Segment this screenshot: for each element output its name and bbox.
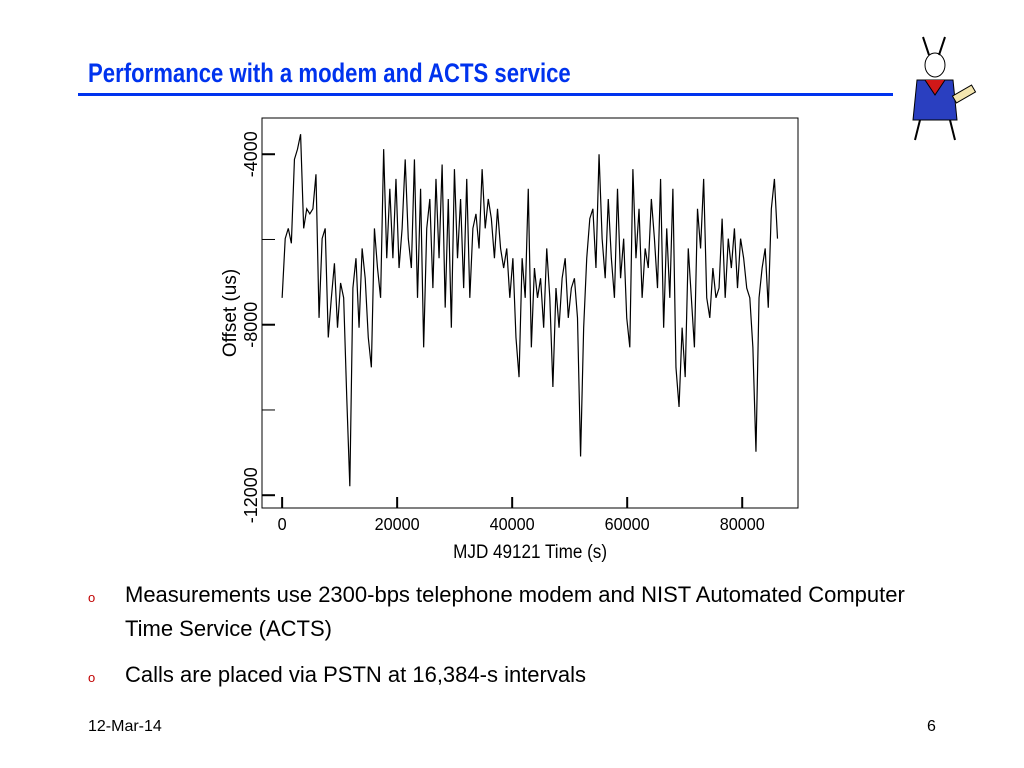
x-tick-label: 80000 [720, 514, 765, 534]
bullet: Calls are placed via PSTN at 16,384-s in… [125, 662, 586, 687]
y-axis-title: Offset (us) [220, 269, 241, 357]
y-tick-label: -12000 [241, 467, 261, 523]
x-tick-label: 20000 [375, 514, 420, 534]
page-number: 6 [927, 718, 936, 735]
footer-date: 12-Mar-14 [88, 718, 162, 735]
bullet: Measurements use 2300-bps telephone mode… [125, 582, 905, 641]
y-tick-label: -4000 [241, 131, 261, 177]
y-tick-label: -8000 [241, 302, 261, 348]
title-rule [78, 93, 893, 96]
plot-frame [261, 117, 799, 509]
x-axis-title: MJD 49121 Time (s) [453, 541, 607, 562]
x-tick-label: 40000 [490, 514, 535, 534]
bullet-marker: o [88, 670, 96, 685]
x-tick-label: 0 [278, 514, 287, 534]
chart: MJD 49121 Time (s) Offset (us) 0 20000 400… [220, 117, 799, 562]
bullet-marker: o [88, 590, 96, 605]
offset-line [281, 134, 779, 487]
slide-title: Performance with a modem and ACTS servic… [88, 58, 571, 88]
rabbit-icon [912, 36, 977, 141]
x-tick-label: 60000 [605, 514, 650, 534]
